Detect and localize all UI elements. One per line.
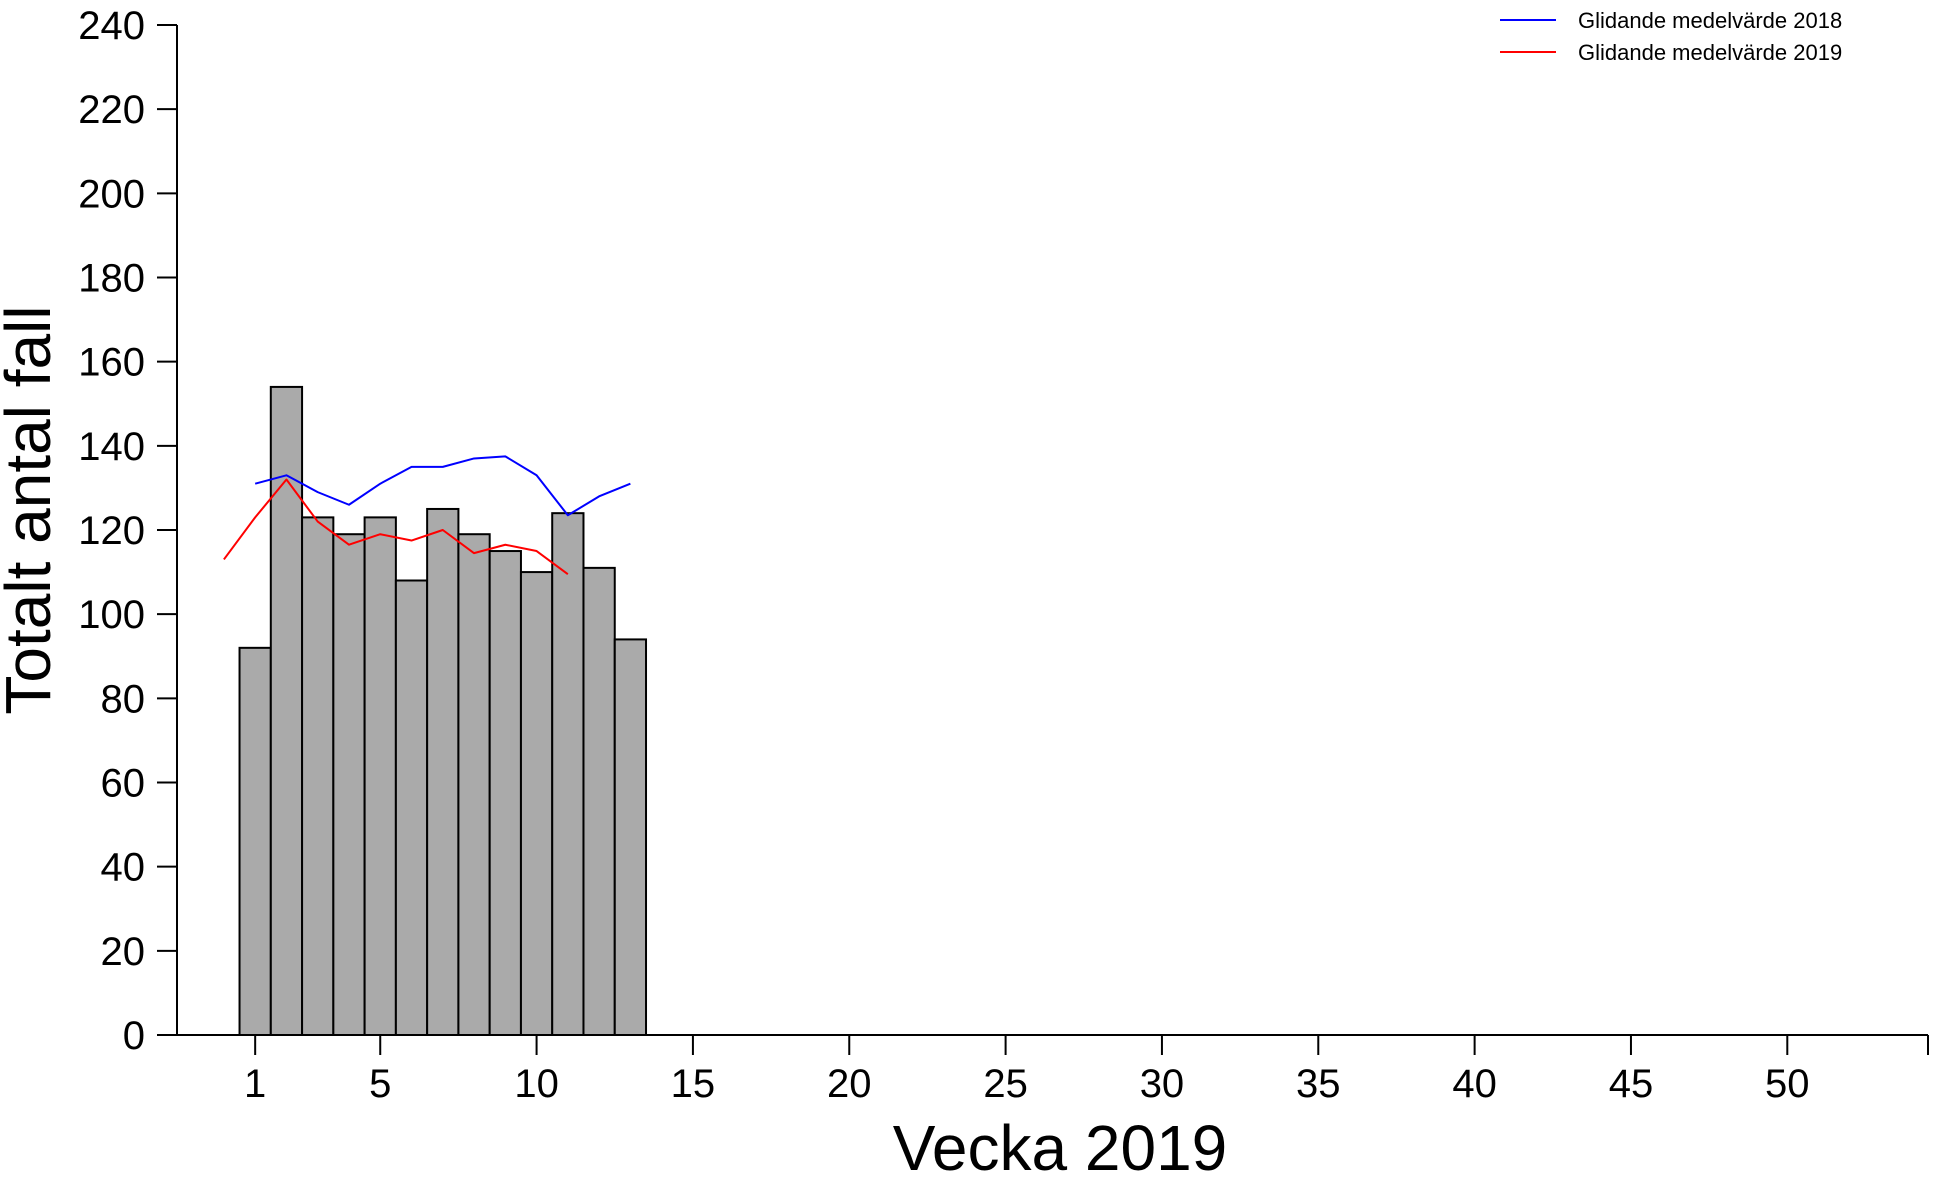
y-axis-title: Totalt antal fall (0, 305, 64, 714)
bar-week-7 (426, 507, 460, 1037)
x-tick-label: 45 (1609, 1062, 1654, 1106)
y-tick-label: 200 (78, 172, 145, 216)
bar-week-8 (457, 533, 491, 1036)
x-tick-label: 40 (1452, 1062, 1497, 1106)
bar-week-10 (519, 571, 554, 1036)
series-lines-layer (223, 455, 631, 575)
x-tick-label: 1 (244, 1062, 266, 1106)
legend-label-2019: Glidande medelvärde 2019 (1578, 40, 1842, 65)
x-axis-title: Vecka 2019 (893, 1112, 1228, 1183)
x-tick-label: 10 (514, 1062, 559, 1106)
x-tick-label: 35 (1296, 1062, 1341, 1106)
legend-label-2018: Glidande medelvärde 2018 (1578, 8, 1842, 33)
x-tick-label: 15 (671, 1062, 716, 1106)
y-tick-label: 80 (101, 677, 146, 721)
bar-week-4 (332, 533, 366, 1036)
x-tick-label: 30 (1140, 1062, 1185, 1106)
series-line-0 (254, 455, 631, 517)
x-tick-label: 5 (369, 1062, 391, 1106)
y-tick-label: 220 (78, 88, 145, 132)
y-tick-label: 140 (78, 425, 145, 469)
y-tick-label: 60 (101, 762, 146, 806)
x-tick-label: 50 (1765, 1062, 1810, 1106)
bar-week-12 (582, 566, 616, 1036)
bar-week-3 (301, 516, 335, 1036)
bar-week-13 (613, 638, 648, 1037)
bar-week-9 (488, 550, 522, 1037)
x-tick-label: 20 (827, 1062, 872, 1106)
y-tick-label: 20 (101, 930, 146, 974)
bar-week-5 (363, 516, 397, 1036)
x-tick-label: 25 (983, 1062, 1028, 1106)
bar-week-2 (269, 385, 304, 1036)
y-tick-label: 40 (101, 846, 146, 890)
bars-layer (238, 385, 648, 1037)
bar-week-6 (394, 579, 429, 1036)
bar-week-1 (238, 646, 272, 1036)
bar-week-11 (551, 512, 585, 1036)
y-tick-label: 180 (78, 257, 145, 301)
series-line-1 (223, 478, 569, 575)
y-tick-label: 100 (78, 593, 145, 637)
y-tick-label: 240 (78, 4, 145, 48)
y-tick-label: 120 (78, 509, 145, 553)
y-tick-label: 0 (123, 1014, 145, 1058)
legend: Glidande medelvärde 2018 Glidande medelv… (1500, 8, 1842, 65)
y-tick-label: 160 (78, 341, 145, 385)
